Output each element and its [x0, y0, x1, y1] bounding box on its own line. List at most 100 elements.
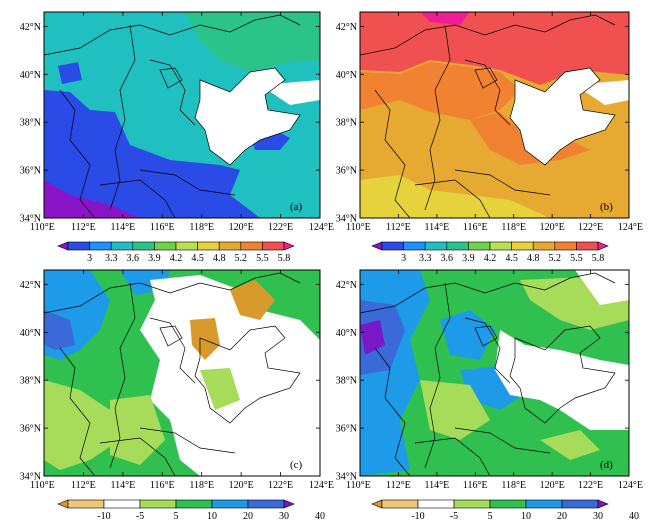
colorbar-extend-low — [57, 499, 69, 509]
lon-tick-label: 118°E — [501, 480, 526, 491]
colorbar-segment — [262, 241, 285, 251]
lon-tick-label: 112°E — [386, 480, 411, 491]
legends-group: 3 3.3 3.6 3.9 4.2 4.5 4.8 5.2 5.5 5.8 3 3.3 3.6 3.9 4.… — [57, 241, 639, 522]
lat-tick-label: 38°N — [336, 118, 357, 129]
panel-c-frame — [43, 269, 321, 477]
colorbar-label: 3.6 — [441, 253, 454, 264]
colorbar-segment — [67, 499, 105, 509]
lat-tick-label: 36°N — [336, 166, 357, 177]
panel-a-label: (a) — [290, 201, 303, 213]
colorbar-segment — [175, 499, 213, 509]
lon-tick-label: 116°E — [150, 222, 175, 233]
colorbar-label: 4.5 — [505, 253, 518, 264]
lon-tick-label: 114°E — [424, 222, 449, 233]
colorbar-label: 5.2 — [549, 253, 562, 264]
lat-tick-label: 36°N — [20, 166, 41, 177]
colorbar-label: 3.6 — [127, 253, 140, 264]
lon-tick-label: 118°E — [189, 480, 214, 491]
colorbar-label: 10 — [207, 511, 217, 522]
panel-c: (c) — [43, 269, 321, 477]
colorbar-label: 20 — [557, 511, 567, 522]
panel-d-map-fill — [360, 270, 629, 476]
colorbar-segment — [247, 499, 285, 509]
colorbar-segment — [417, 499, 455, 509]
colorbar-extend-high — [283, 241, 295, 251]
colorbar-label: 4.8 — [527, 253, 540, 264]
lon-tick-label: 118°E — [189, 222, 214, 233]
colorbar-segment — [175, 241, 198, 251]
colorbar-segment — [403, 241, 426, 251]
lon-tick-label: 124°E — [309, 480, 334, 491]
lon-tick-label: 124°E — [618, 222, 643, 233]
panel-c-boundaries — [44, 272, 301, 476]
lon-tick-label: 110°E — [346, 480, 371, 491]
lat-tick-label: 42°N — [336, 22, 357, 33]
colorbar-segment — [240, 241, 263, 251]
colorbar-segment — [525, 499, 563, 509]
lon-tick-label: 120°E — [540, 480, 565, 491]
colorbar-segment — [154, 241, 177, 251]
colorbar: 3 3.3 3.6 3.9 4.2 4.5 4.8 5.2 5.5 5.8 — [57, 241, 295, 264]
lat-tick-label: 38°N — [20, 376, 41, 387]
lon-tick-label: 118°E — [501, 222, 526, 233]
colorbar-label: 40 — [629, 511, 639, 522]
lon-tick-label: 124°E — [309, 222, 334, 233]
panel-d-frame — [359, 269, 630, 477]
lon-tick-label: 122°E — [268, 222, 293, 233]
colorbar-label: 5.2 — [235, 253, 248, 264]
lat-tick-label: 34°N — [336, 214, 357, 225]
panel-b-boundaries — [360, 14, 616, 218]
colorbar-label: 5.5 — [570, 253, 583, 264]
colorbar-segment — [453, 499, 491, 509]
lat-tick-label: 40°N — [336, 328, 357, 339]
panel-a-boundaries — [44, 14, 301, 218]
lat-tick-label: 36°N — [20, 424, 41, 435]
lon-tick-label: 114°E — [110, 480, 135, 491]
panel-b-label: (b) — [600, 201, 613, 213]
lat-tick-label: 34°N — [20, 214, 41, 225]
lon-tick-label: 110°E — [30, 480, 55, 491]
lon-tick-label: 120°E — [229, 222, 254, 233]
colorbar-extend-low — [371, 241, 383, 251]
lon-tick-label: 112°E — [386, 222, 411, 233]
lon-tick-label: 122°E — [268, 480, 293, 491]
colorbar-segment — [561, 499, 599, 509]
colorbar-segment — [89, 241, 112, 251]
lon-tick-label: 120°E — [540, 222, 565, 233]
axes-group: 110°E 112°E 114°E 116°E 118°E 120°E 122°E 124°E… — [20, 12, 643, 491]
colorbar-label: -10 — [97, 511, 110, 522]
colorbar-segment — [532, 241, 556, 251]
panel-a-frame — [43, 11, 321, 219]
lat-tick-label: 36°N — [336, 424, 357, 435]
colorbar-label: 4.5 — [191, 253, 204, 264]
colorbar-label: 3 — [401, 253, 406, 264]
panel-a: (a) — [43, 11, 321, 219]
colorbar-label: 5 — [488, 511, 493, 522]
colorbar-label: 5.8 — [592, 253, 605, 264]
colorbar-segment — [489, 499, 527, 509]
lat-tick-label: 34°N — [20, 472, 41, 483]
colorbar-segment — [489, 241, 512, 251]
colorbar: -10 -5 5 10 20 30 40 — [57, 499, 325, 522]
lon-tick-label: 110°E — [346, 222, 371, 233]
lon-tick-label: 116°E — [150, 480, 175, 491]
panel-c-map-fill — [44, 270, 320, 476]
colorbar-label: 3.9 — [148, 253, 161, 264]
lon-tick-label: 112°E — [71, 222, 96, 233]
colorbar-segment — [132, 241, 155, 251]
colorbar-label: 20 — [243, 511, 253, 522]
lon-tick-label: 112°E — [71, 480, 96, 491]
lon-tick-label: 120°E — [229, 480, 254, 491]
colorbar-segment — [139, 499, 177, 509]
panel-b: (b) — [359, 11, 630, 219]
colorbar-label: 10 — [521, 511, 531, 522]
colorbar-label: 3.9 — [462, 253, 475, 264]
colorbar-segment — [381, 499, 419, 509]
colorbar-extend-high — [597, 241, 609, 251]
colorbar-label: 40 — [315, 511, 325, 522]
lon-tick-label: 110°E — [30, 222, 55, 233]
colorbar-segment — [110, 241, 134, 251]
colorbar-label: -10 — [411, 511, 424, 522]
colorbar-segment — [218, 241, 242, 251]
